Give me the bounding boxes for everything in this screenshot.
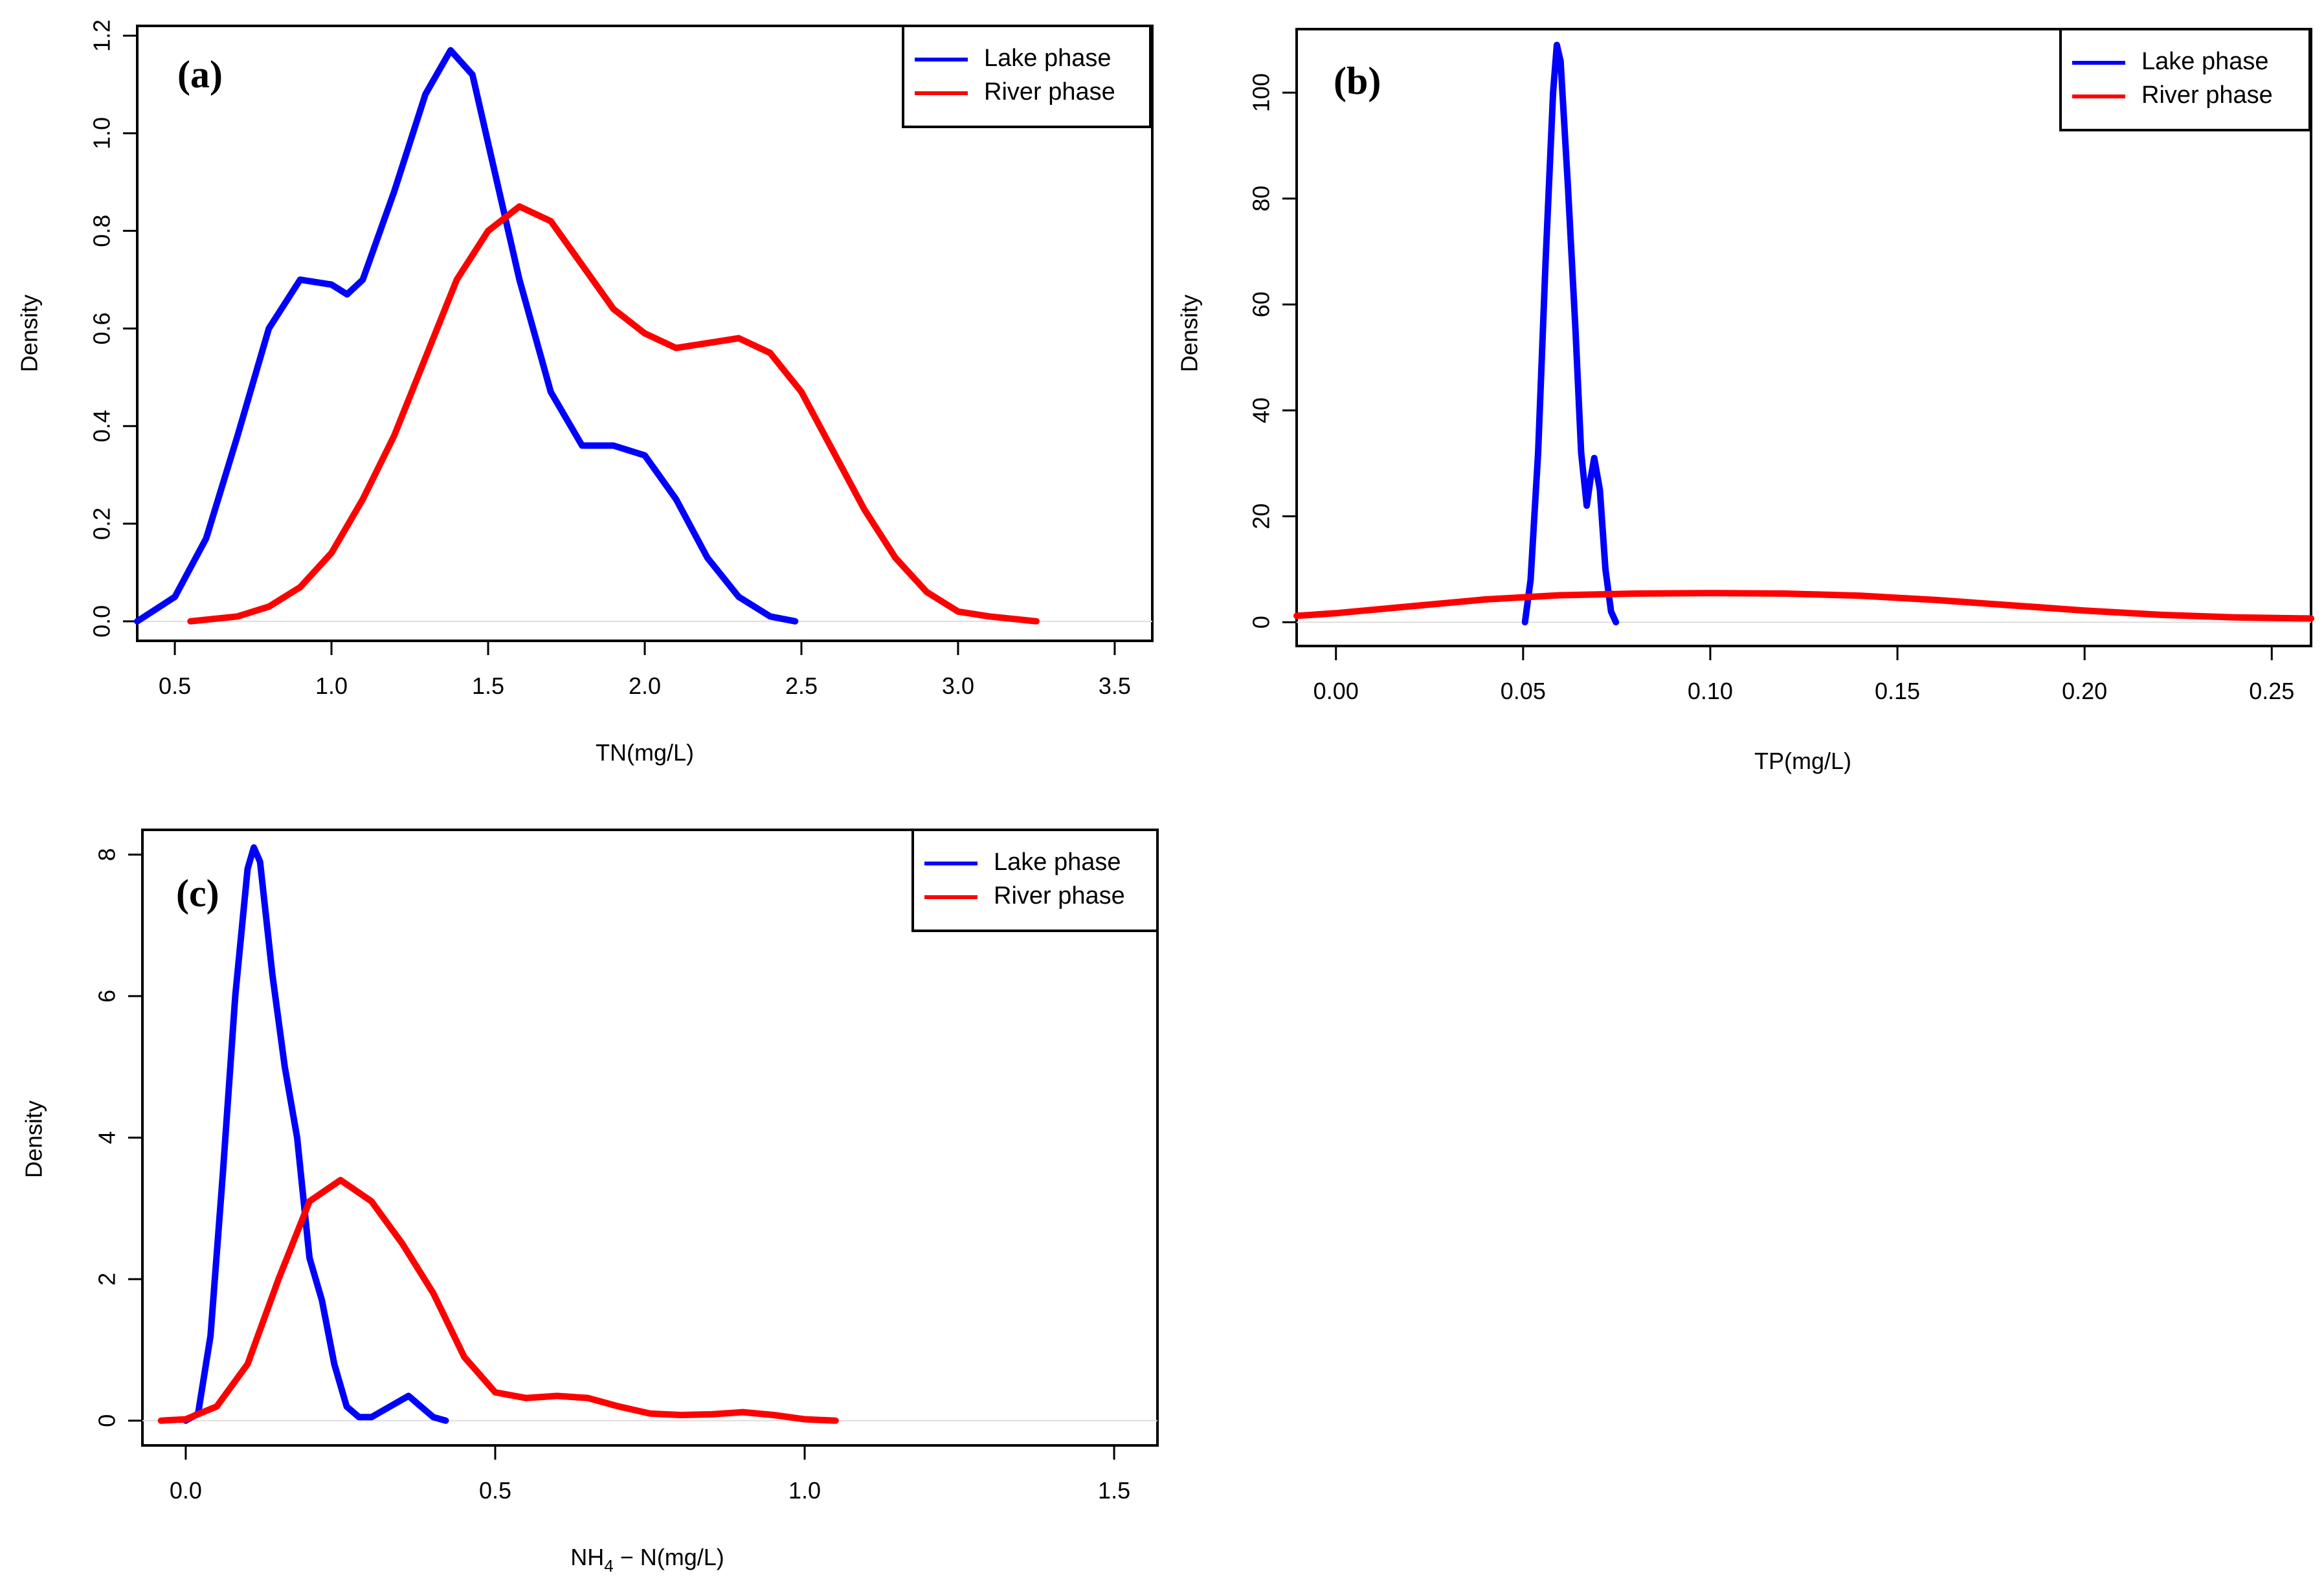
legend-label: Lake phase bbox=[994, 849, 1121, 876]
x-tick-label: 3.0 bbox=[942, 673, 974, 699]
y-axis-label: Density bbox=[16, 295, 43, 372]
y-tick-label: 0.4 bbox=[89, 410, 115, 442]
y-tick-label: 80 bbox=[1248, 186, 1275, 212]
lake-phase-density-line bbox=[182, 844, 449, 1424]
river-phase-density-line bbox=[187, 203, 1040, 625]
density-plot-c: 0.0 0.5 1.0 1.5 0 2 4 6 8 Density NH4 − N(mg/L) (c)… bbox=[21, 829, 1159, 1576]
x-tick-label: 0.15 bbox=[1875, 678, 1920, 704]
legend-label: Lake phase bbox=[984, 45, 1112, 72]
y-tick-label: 0.0 bbox=[89, 605, 115, 638]
legend: Lake phase River phase bbox=[911, 829, 1159, 932]
y-tick-label: 6 bbox=[94, 990, 120, 1003]
x-tick-label: 1.5 bbox=[1098, 1477, 1130, 1504]
y-tick-label: 100 bbox=[1248, 73, 1275, 112]
x-tick-label: 2.5 bbox=[785, 673, 818, 699]
y-tick-label: 60 bbox=[1248, 291, 1275, 317]
x-tick-label: 0.20 bbox=[2062, 678, 2107, 704]
y-tick-label: 8 bbox=[94, 848, 120, 861]
legend-label: River phase bbox=[2141, 82, 2273, 109]
legend-label: River phase bbox=[994, 882, 1125, 909]
x-tick-label: 0.05 bbox=[1501, 678, 1546, 704]
x-axis-label: NH4 − N(mg/L) bbox=[570, 1544, 724, 1576]
x-tick-label: 0.0 bbox=[170, 1477, 202, 1504]
y-tick-label: 1.2 bbox=[89, 19, 115, 52]
y-tick-label: 2 bbox=[94, 1273, 120, 1286]
lake-phase-density-line bbox=[134, 47, 799, 625]
x-tick-label: 1.0 bbox=[788, 1477, 821, 1504]
legend-label: Lake phase bbox=[2141, 48, 2269, 75]
x-tick-label: 2.0 bbox=[629, 673, 661, 699]
river-phase-density-line bbox=[157, 1177, 839, 1424]
x-tick-label: 0.5 bbox=[479, 1477, 511, 1504]
y-tick-label: 0.6 bbox=[89, 312, 115, 344]
panel-label: (b) bbox=[1334, 60, 1381, 102]
y-tick-label: 4 bbox=[94, 1131, 120, 1144]
panel-label: (a) bbox=[177, 53, 223, 96]
legend-box bbox=[911, 829, 1159, 932]
y-tick-label: 0.8 bbox=[89, 215, 115, 247]
x-tick-label: 0.10 bbox=[1688, 678, 1733, 704]
y-tick-label: 20 bbox=[1248, 504, 1275, 529]
y-axis-label: Density bbox=[1176, 295, 1203, 372]
y-tick-label: 0 bbox=[1248, 616, 1275, 629]
y-axis-label: Density bbox=[21, 1100, 47, 1178]
x-tick-label: 3.5 bbox=[1099, 673, 1131, 699]
x-tick-label: 0.00 bbox=[1313, 678, 1359, 704]
x-tick-label: 0.5 bbox=[159, 673, 191, 699]
legend-label: River phase bbox=[984, 78, 1115, 106]
y-tick-label: 0 bbox=[94, 1414, 120, 1427]
density-plot-a: 0.5 1.0 1.5 2.0 2.5 3.0 3.5 0.0 0.2 0.4 0.6 0.8 1.0 1… bbox=[16, 19, 1154, 766]
legend: Lake phase River phase bbox=[2059, 28, 2311, 131]
x-axis-label: TP(mg/L) bbox=[1754, 748, 1851, 774]
legend-box bbox=[902, 25, 1152, 128]
legend: Lake phase River phase bbox=[902, 25, 1152, 128]
legend-box bbox=[2059, 28, 2311, 131]
y-tick-label: 0.2 bbox=[89, 507, 115, 540]
y-tick-label: 1.0 bbox=[89, 117, 115, 150]
panel-label: (c) bbox=[176, 872, 219, 915]
x-tick-label: 0.25 bbox=[2249, 678, 2294, 704]
lake-phase-density-line bbox=[1521, 41, 1620, 626]
river-phase-density-line bbox=[1293, 590, 2314, 622]
x-tick-label: 1.5 bbox=[472, 673, 504, 699]
y-tick-label: 40 bbox=[1248, 397, 1275, 423]
density-plot-b: 0.00 0.05 0.10 0.15 0.20 0.25 0 20 40 60 80 100 Dens… bbox=[1176, 28, 2314, 774]
x-tick-label: 1.0 bbox=[315, 673, 348, 699]
x-axis-label: TN(mg/L) bbox=[596, 739, 694, 766]
